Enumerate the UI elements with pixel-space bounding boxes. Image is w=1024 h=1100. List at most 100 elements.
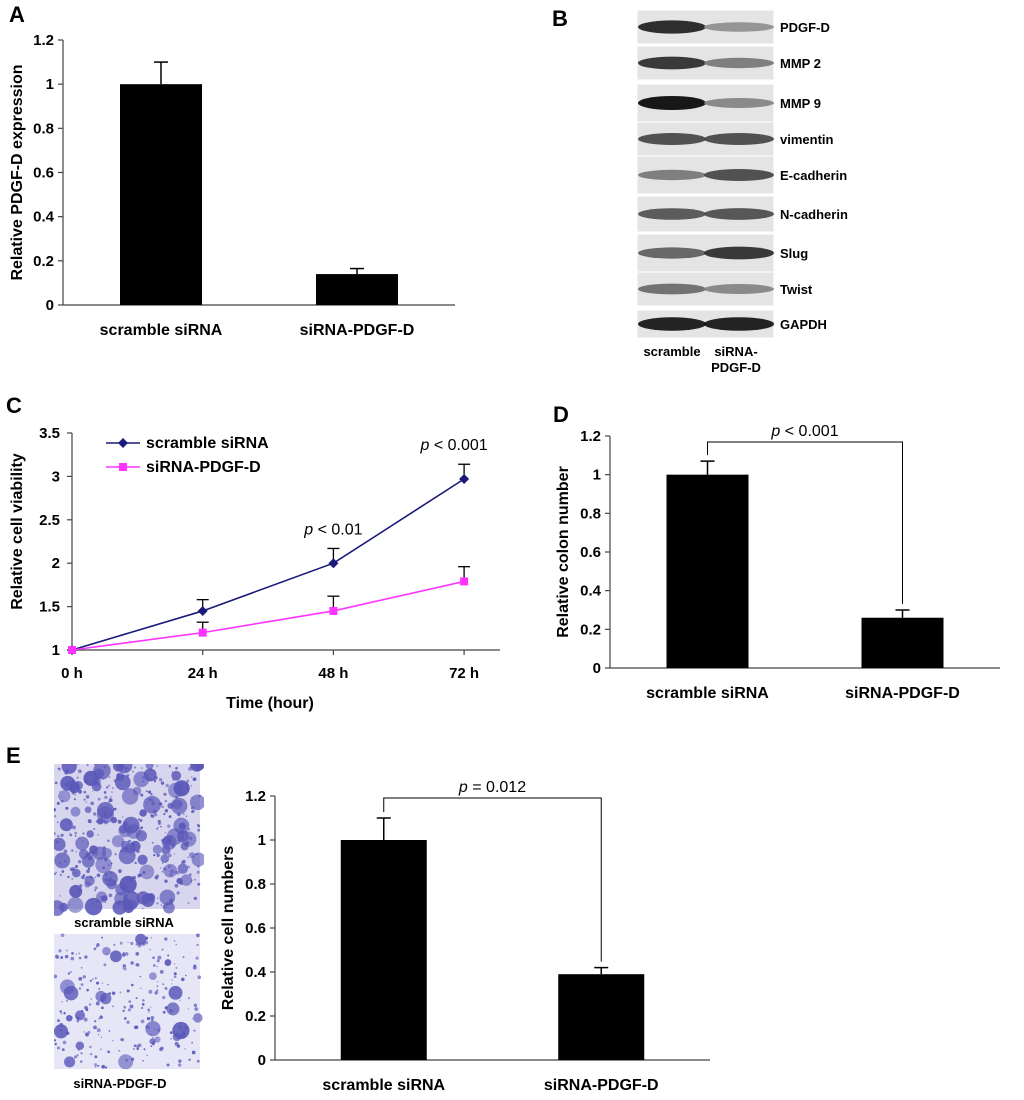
stained-cell (57, 795, 60, 797)
data-point (460, 577, 469, 586)
blot-band (638, 20, 706, 34)
stained-cell (127, 941, 129, 944)
stained-cell (64, 1056, 76, 1068)
stained-cell (130, 961, 134, 965)
stained-cell (158, 778, 163, 782)
legend-marker (118, 438, 128, 448)
stained-cell (105, 786, 109, 789)
stained-cell (77, 860, 82, 864)
stained-cell (196, 933, 200, 938)
stained-cell (188, 1058, 191, 1061)
stained-cell (69, 867, 74, 872)
stained-cell (58, 767, 61, 771)
stained-cell (123, 1005, 127, 1009)
stained-cell (135, 951, 140, 956)
stained-cell (130, 983, 134, 987)
stained-cell (179, 826, 181, 828)
stained-cell (68, 780, 72, 784)
stained-cell (168, 985, 183, 1000)
stained-cell (64, 770, 69, 775)
stained-cell (84, 1005, 88, 1010)
stained-cell (95, 852, 98, 856)
stained-cell (54, 1042, 57, 1046)
blot-band (704, 133, 774, 145)
stained-cell (101, 848, 113, 859)
stained-cell (71, 878, 74, 880)
stained-cell (76, 1054, 79, 1057)
stained-cell (103, 791, 107, 794)
stained-cell (122, 1009, 125, 1013)
stained-cell (120, 845, 129, 853)
blot-band (704, 169, 774, 181)
stained-cell (176, 812, 181, 817)
stained-cell (196, 870, 200, 874)
stained-cell (194, 878, 196, 881)
stained-cell (142, 1059, 144, 1062)
y-tick-label: 1 (46, 76, 54, 93)
stained-cell (90, 801, 95, 806)
stained-cell (54, 832, 56, 835)
stained-cell (176, 877, 183, 885)
stained-cell (128, 839, 132, 843)
stained-cell (94, 876, 97, 878)
stained-cell (54, 974, 58, 979)
stained-cell (150, 937, 153, 939)
y-tick-label: 0.6 (245, 920, 266, 937)
y-tick-label: 1.2 (33, 32, 54, 49)
stained-cell (145, 790, 148, 793)
y-axis-label: Relative cell numbers (220, 846, 237, 1011)
blot-row-label: Twist (780, 282, 813, 297)
significance-bracket (383, 797, 602, 962)
stained-cell (146, 1016, 151, 1021)
stained-cell (196, 823, 199, 826)
stained-cell (76, 1016, 80, 1020)
stained-cell (117, 904, 119, 907)
stained-cell (91, 978, 94, 981)
stained-cell (103, 819, 106, 823)
stained-cell (59, 902, 69, 912)
x-tick-label: 48 h (318, 665, 348, 682)
stained-cell (67, 875, 70, 879)
stained-cell (70, 787, 73, 791)
stained-cell (112, 1005, 114, 1008)
stained-cell (69, 832, 71, 834)
stained-cell (94, 1055, 98, 1059)
stained-cell (156, 965, 158, 968)
stained-cell (71, 951, 74, 955)
legend-marker (119, 463, 127, 471)
y-axis-label: Relative colon number (555, 466, 572, 638)
stained-cell (195, 853, 198, 856)
stained-cell (171, 979, 173, 981)
blot-row-label: MMP 9 (780, 96, 821, 111)
stained-cell (163, 863, 178, 878)
category-label: scramble siRNA (322, 1077, 445, 1094)
stained-cell (68, 903, 71, 906)
stained-cell (151, 1037, 154, 1039)
stained-cell (97, 797, 101, 801)
stained-cell (173, 853, 176, 855)
stained-cell (173, 975, 177, 979)
stained-cell (100, 1048, 102, 1051)
stained-cell (195, 956, 199, 960)
stained-cell (94, 889, 96, 892)
stained-cell (151, 801, 155, 806)
stained-cell (145, 1025, 149, 1029)
stained-cell (59, 1029, 63, 1032)
stained-cell (119, 941, 123, 945)
stained-cell (83, 798, 86, 801)
stained-cell (180, 846, 183, 848)
stained-cell (64, 954, 69, 959)
stained-cell (171, 983, 173, 985)
stained-cell (63, 1012, 66, 1015)
stained-cell (78, 976, 83, 981)
stained-cell (163, 812, 166, 816)
stained-cell (140, 793, 144, 797)
stained-cell (63, 849, 68, 854)
stained-cell (97, 1033, 100, 1036)
y-tick-label: 0 (46, 297, 54, 314)
stained-cell (182, 956, 185, 958)
stained-cell (161, 805, 164, 809)
stained-cell (60, 873, 62, 875)
stained-cell (197, 828, 201, 832)
stained-cell (119, 825, 128, 834)
